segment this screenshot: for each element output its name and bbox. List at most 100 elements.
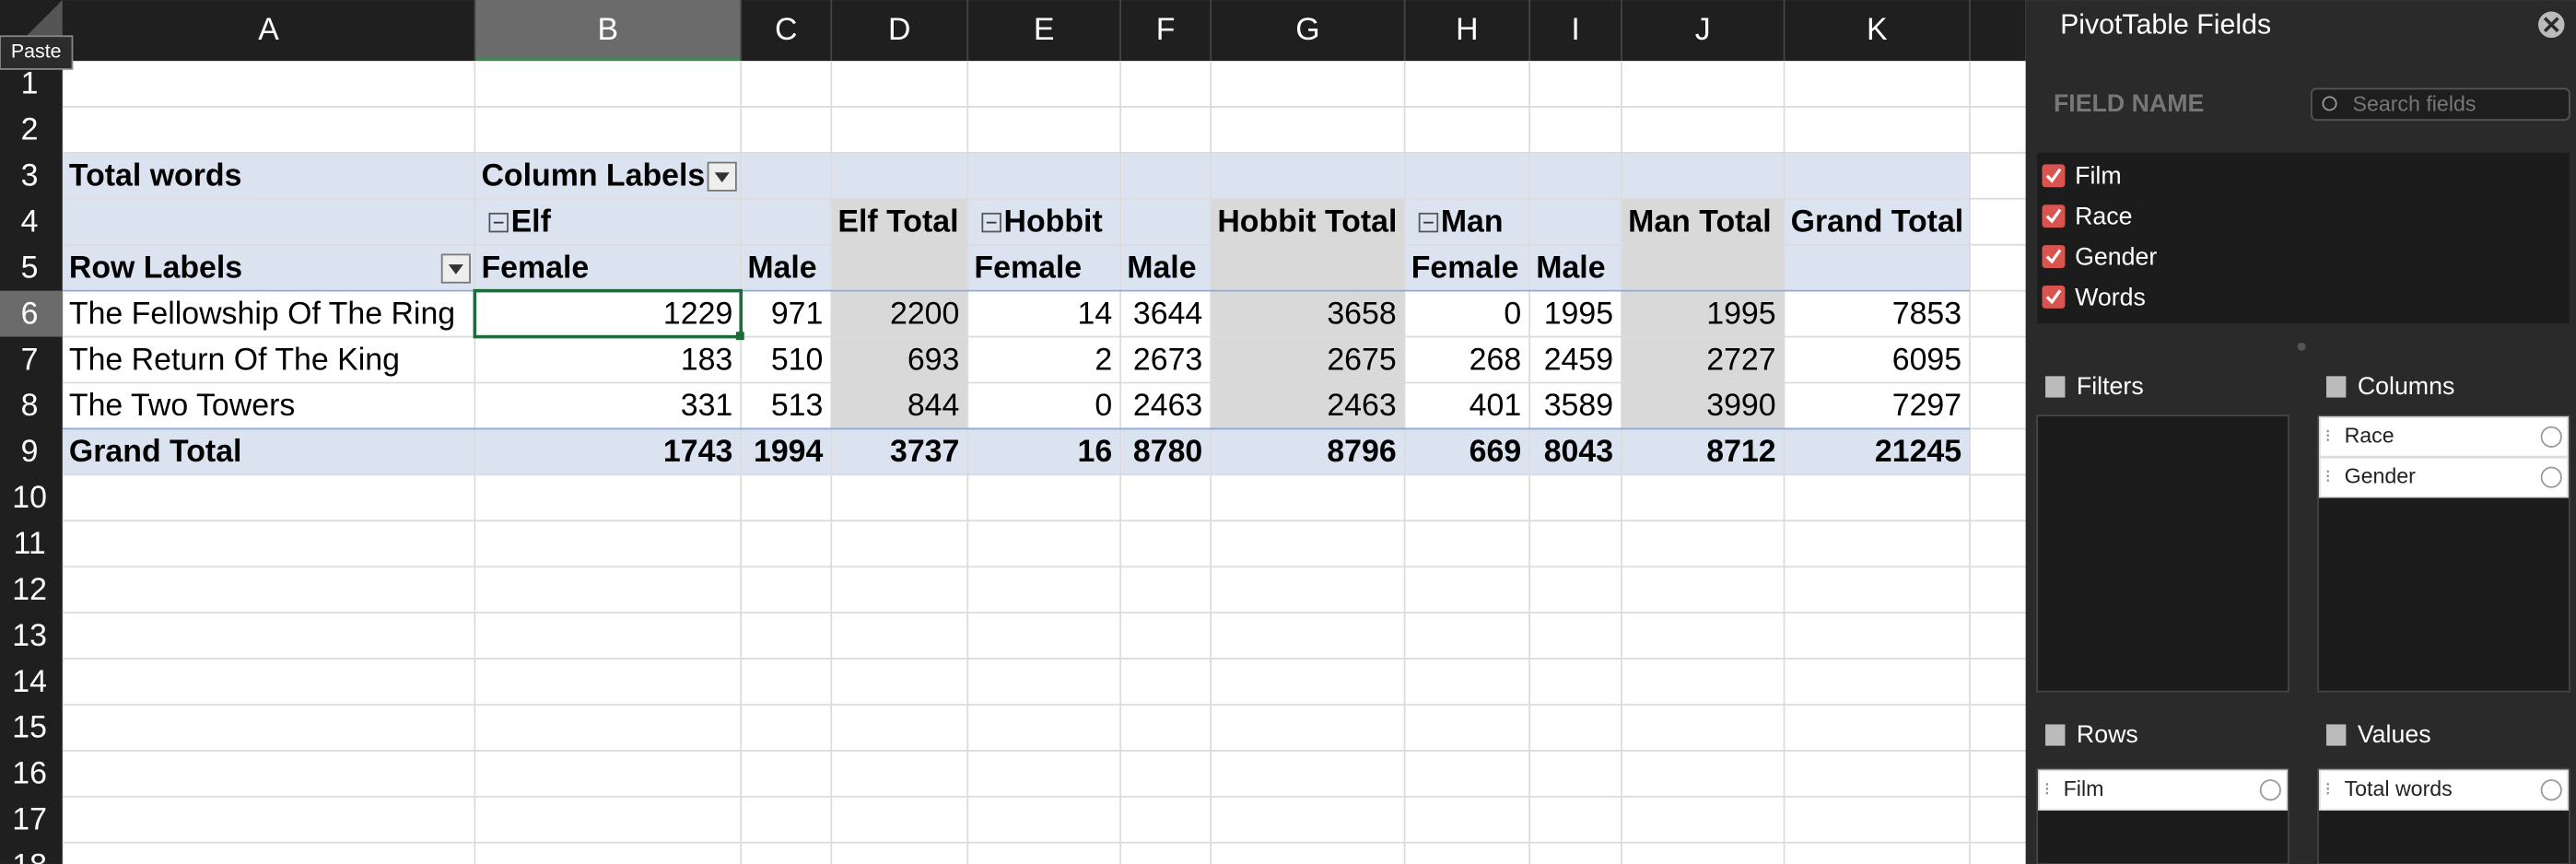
checkmark [2045,168,2062,183]
area-item[interactable] [2318,456,2569,498]
area-label: Columns [2358,372,2455,400]
collapse-button[interactable] [981,212,1001,233]
row-number: 13 [12,618,47,653]
column-letter: E [1034,12,1055,47]
field-name[interactable]: Race [2075,203,2132,230]
pivot-cell: Row Labels [69,250,242,285]
row-header-bar [0,0,63,864]
area-label: Filters [2077,372,2144,400]
subtotal-fill [1621,198,1785,429]
row-number: 14 [12,664,47,699]
pivot-cell: 8780 [1133,434,1202,469]
splitter-dot [2297,342,2306,351]
pivot-cell: Total words [69,158,242,193]
row-number: 3 [21,158,39,193]
pivot-cell: 401 [1469,388,1522,423]
field-name-label: FIELD NAME [2054,89,2204,117]
pivot-cell: Female [974,250,1082,285]
search-box[interactable] [2311,88,2570,122]
subtotal-fill [831,198,968,429]
area-item-label: Total words [2345,776,2453,800]
column-letter: G [1295,12,1319,47]
field-list [2037,152,2570,324]
area-icon [2325,724,2347,746]
active-cell [473,288,743,339]
select-all-corner [16,0,63,46]
pivot-cell: 669 [1469,434,1522,469]
area-label: Values [2358,720,2431,748]
pivot-cell: 3737 [890,434,959,469]
column-letter: D [888,12,910,47]
fill-handle [735,332,744,341]
column-header-bar [0,0,2026,62]
pivot-cell: 7853 [1892,296,1961,331]
selected-col-header [474,0,742,62]
row-number: 4 [21,204,39,239]
pivot-cell: Hobbit Total [1217,204,1397,239]
pivot-cell: 1995 [1544,296,1613,331]
field-name[interactable]: Film [2075,162,2121,190]
selected-row-header [0,290,63,337]
pivot-cell: Male [1536,250,1605,285]
pivot-cell: 2 [1095,342,1112,377]
grand-total-fill [62,428,1971,475]
pivot-cell: 510 [771,342,824,377]
pivot-cell: 7297 [1892,388,1961,423]
area-icon [2325,376,2347,398]
row-number: 6 [21,296,39,331]
info-icon[interactable] [2540,426,2562,448]
pivot-cell: 14 [1078,296,1113,331]
field-name[interactable]: Gender [2075,242,2157,270]
info-icon[interactable] [2540,466,2562,488]
tooltip: Paste [11,41,62,63]
column-letter: J [1695,12,1711,47]
pivot-cell: 3589 [1544,388,1613,423]
info-icon[interactable] [2540,779,2562,801]
pivot-cell: 513 [771,388,824,423]
area-item[interactable] [2318,416,2569,458]
row-number: 2 [21,112,39,147]
pivot-cell: 3644 [1133,296,1202,331]
field-checkbox[interactable] [2042,204,2066,228]
item-grip: ⁝ [2325,466,2331,486]
pivot-fields-panel: PivotTable Fields FIELD NAME Search fields… [2025,0,2576,864]
column-letter: K [1867,12,1888,47]
pivot-cell: Elf [511,204,552,239]
pivot-cell: 2673 [1133,342,1202,377]
pivot-cell: 2727 [1706,342,1775,377]
area-item-label: Race [2345,423,2395,447]
row-number: 10 [12,480,47,515]
area-item[interactable] [2318,769,2569,811]
pivot-cell: Grand Total [69,434,242,469]
field-checkbox[interactable] [2042,285,2066,309]
row-number: 17 [12,802,47,837]
pivot-cell: 21245 [1875,434,1961,469]
pivot-cell: 16 [1078,434,1113,469]
pivot-cell: 3658 [1327,296,1396,331]
field-checkbox[interactable] [2042,164,2066,188]
row-number: 15 [12,710,47,745]
pivot-cell: 2463 [1133,388,1202,423]
pivot-cell: Female [481,250,589,285]
pivot-cell: 1229 [663,296,732,331]
field-checkbox[interactable] [2042,245,2066,269]
checkmark [2045,289,2062,305]
dropdown-arrow [714,172,730,182]
column-letter: B [597,12,618,47]
row-number: 1 [21,66,39,101]
collapse-button[interactable] [1418,212,1439,233]
item-grip: ⁝ [2325,779,2331,800]
collapse-button[interactable] [488,212,509,233]
pivot-cell: 2675 [1327,342,1396,377]
panel-title: PivotTable Fields [2060,10,2271,41]
area-item[interactable] [2038,769,2289,811]
field-name[interactable]: Words [2075,283,2146,310]
pivot-cell: 2463 [1327,388,1396,423]
area-icon [2045,376,2066,398]
row-number: 18 [12,847,47,864]
pivot-cell: 693 [907,342,960,377]
info-icon[interactable] [2259,779,2281,801]
pivot-cell: 0 [1504,296,1521,331]
